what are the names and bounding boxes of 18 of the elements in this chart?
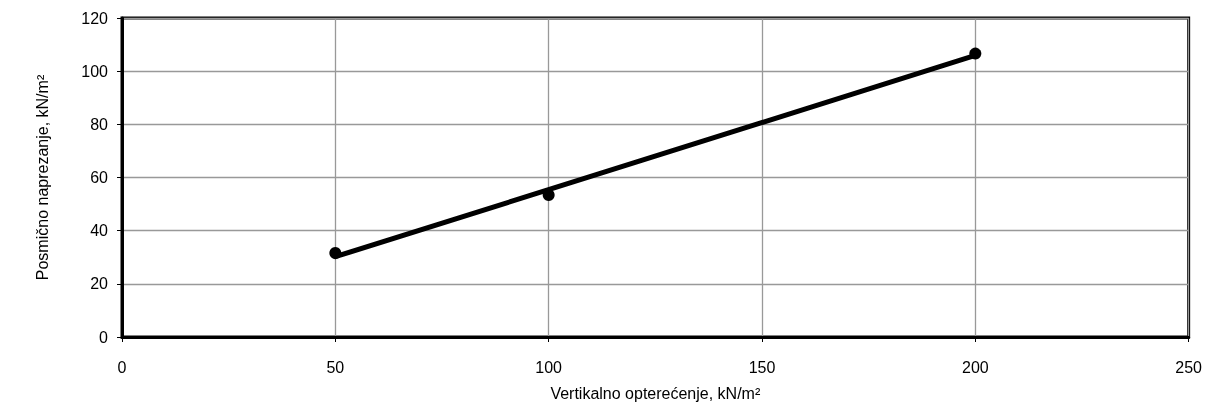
y-tick-label: 0	[99, 328, 109, 346]
y-tick-label: 80	[90, 115, 109, 133]
x-tick-label: 100	[535, 358, 563, 376]
y-tick-label: 20	[90, 275, 109, 293]
x-tick-label: 200	[961, 358, 989, 376]
x-tick-label: 150	[748, 358, 776, 376]
y-tick-label: 100	[81, 62, 109, 80]
y-tick-label: 120	[81, 9, 109, 27]
y-tick-label: 40	[90, 222, 109, 240]
point	[542, 189, 555, 202]
point	[969, 47, 982, 60]
x-tick-label: 50	[326, 358, 345, 376]
point	[329, 247, 342, 259]
y-axis-title: Posmično naprezanje, kN/m²	[33, 74, 51, 281]
y-tick-label: 60	[90, 169, 109, 186]
x-tick-label: 250	[1175, 358, 1203, 376]
x-axis-title: Vertikalno opterećenje, kN/m²	[550, 384, 761, 402]
x-tick-label: 0	[117, 358, 127, 376]
